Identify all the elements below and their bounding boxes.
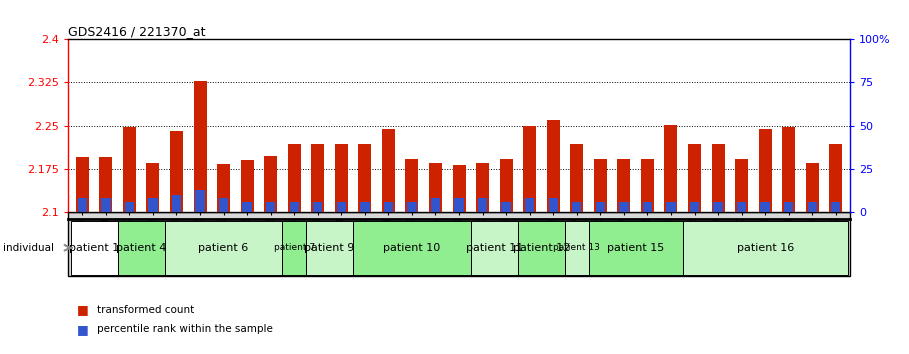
Bar [690,202,699,212]
Bar [71,221,117,275]
Bar [831,202,841,212]
Bar [565,221,588,275]
Bar [358,144,372,212]
Bar [384,202,393,212]
Bar [502,202,511,212]
Bar [737,202,746,212]
Bar [761,202,770,212]
Bar [170,131,183,212]
Bar [518,221,565,275]
Bar [688,144,701,212]
Bar [405,159,418,212]
Bar [148,198,157,212]
Bar [194,81,206,212]
Bar [407,202,416,212]
Text: transformed count: transformed count [97,305,195,315]
Bar [336,202,346,212]
Bar [290,202,299,212]
Bar [666,202,675,212]
Bar [117,221,165,275]
Text: percentile rank within the sample: percentile rank within the sample [97,324,273,334]
Text: patient 11: patient 11 [465,243,523,253]
Bar [712,144,724,212]
Bar [759,129,772,212]
Bar [288,144,301,212]
Bar [735,159,748,212]
Bar [335,144,348,212]
Bar [219,198,228,212]
Bar [429,163,442,212]
Bar [101,198,111,212]
Bar [471,221,518,275]
Bar [805,163,819,212]
Bar [594,159,607,212]
Bar [525,198,534,212]
Text: patient 10: patient 10 [384,243,441,253]
Bar [714,202,723,212]
Bar [77,198,87,212]
Bar [172,195,181,212]
Bar [476,163,489,212]
Bar [360,202,370,212]
Bar [478,198,487,212]
Bar [165,221,283,275]
Bar [807,202,817,212]
Bar [643,202,652,212]
Bar [125,202,134,212]
Bar [570,144,584,212]
Bar [784,202,794,212]
Bar [146,163,159,212]
Text: patient 1: patient 1 [69,243,119,253]
Bar [783,127,795,212]
Bar [500,159,513,212]
Text: patient 12: patient 12 [513,243,570,253]
Bar [75,158,89,212]
Text: patient 15: patient 15 [607,243,664,253]
Bar [524,126,536,212]
Bar [99,158,113,212]
Bar [641,159,654,212]
Bar [265,156,277,212]
Bar [548,198,558,212]
Bar [306,221,353,275]
Bar [829,144,843,212]
Text: patient 4: patient 4 [116,243,166,253]
Bar [311,144,325,212]
Bar [683,221,847,275]
Text: GDS2416 / 221370_at: GDS2416 / 221370_at [68,25,205,38]
Bar [619,202,628,212]
Bar [588,221,683,275]
Bar [664,125,677,212]
Bar [453,165,465,212]
Bar [241,160,254,212]
Bar [454,198,464,212]
Text: patient 13: patient 13 [554,243,600,252]
Bar [431,198,440,212]
Bar [283,221,306,275]
Text: patient 6: patient 6 [198,243,249,253]
Text: patient 16: patient 16 [736,243,794,253]
Bar [243,202,252,212]
Text: ■: ■ [77,303,89,316]
Bar [123,127,135,212]
Text: patient 7: patient 7 [274,243,315,252]
Text: ■: ■ [77,323,89,336]
Bar [572,202,582,212]
Bar [217,164,230,212]
Bar [382,129,395,212]
Bar [266,202,275,212]
Bar [353,221,471,275]
Text: individual: individual [3,243,54,253]
Bar [595,202,605,212]
Bar [195,190,205,212]
Bar [546,120,560,212]
Bar [617,159,630,212]
Bar [313,202,323,212]
Text: patient 9: patient 9 [305,243,355,253]
